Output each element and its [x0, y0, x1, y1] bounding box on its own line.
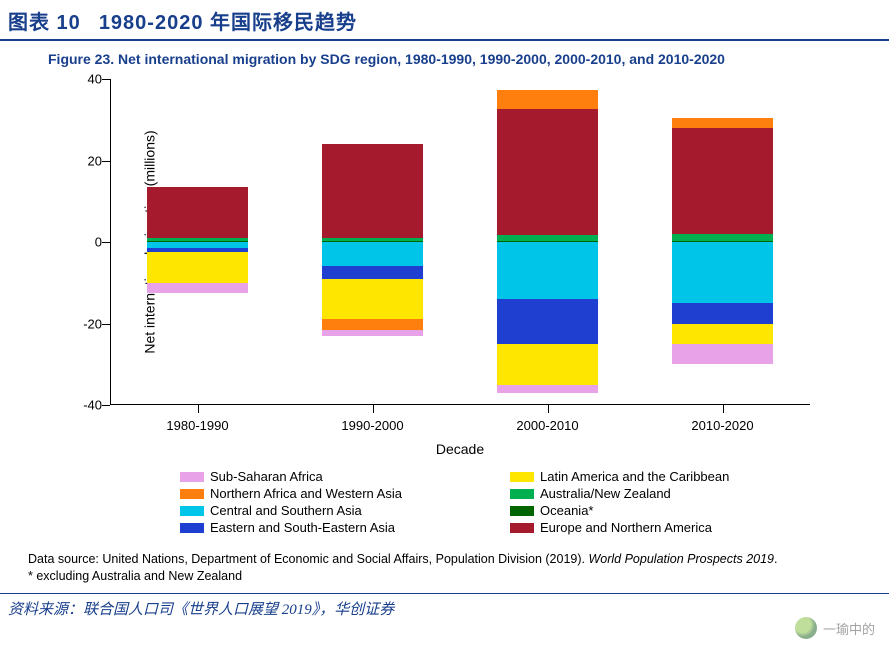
legend-label: Latin America and the Caribbean: [540, 469, 729, 484]
xtick: [373, 405, 374, 413]
legend-swatch: [180, 506, 204, 516]
ytick-label: -20: [66, 316, 102, 331]
bar-segment-latin_america_caribbean: [497, 344, 599, 385]
legend-swatch: [510, 506, 534, 516]
ytick: [102, 242, 110, 243]
bar-segment-northern_africa_western_asia: [322, 319, 424, 329]
bar-segment-australia_nz: [672, 234, 774, 241]
legend-swatch: [180, 489, 204, 499]
xtick-label: 2010-2020: [691, 418, 753, 433]
watermark-logo-icon: [795, 617, 817, 639]
ytick-label: -40: [66, 398, 102, 413]
bar-segment-europe_northern_america: [322, 144, 424, 238]
bar-segment-latin_america_caribbean: [322, 279, 424, 320]
figure-subtitle: Figure 23. Net international migration b…: [0, 41, 889, 71]
ytick: [102, 79, 110, 80]
bar-segment-central_southern_asia: [672, 242, 774, 303]
ytick-label: 0: [66, 235, 102, 250]
bar-segment-eastern_se_asia: [497, 299, 599, 344]
bar-segment-australia_nz: [147, 238, 249, 242]
bar-segment-australia_nz: [322, 238, 424, 242]
xtick: [723, 405, 724, 413]
xtick-label: 2000-2010: [516, 418, 578, 433]
legend-label: Central and Southern Asia: [210, 503, 362, 518]
plot-area: Net international migration (millions) D…: [110, 79, 810, 405]
legend-label: Oceania*: [540, 503, 593, 518]
ytick: [102, 405, 110, 406]
bar-segment-central_southern_asia: [322, 242, 424, 266]
bar-segment-europe_northern_america: [672, 128, 774, 234]
source-note: Data source: United Nations, Department …: [28, 551, 889, 585]
legend-item-northern_africa_western_asia: Northern Africa and Western Asia: [180, 486, 510, 501]
watermark: 一瑜中的: [795, 617, 875, 639]
bar-segment-sub_saharan_africa: [322, 330, 424, 336]
legend-item-sub_saharan_africa: Sub-Saharan Africa: [180, 469, 510, 484]
legend-label: Australia/New Zealand: [540, 486, 671, 501]
ytick-label: 40: [66, 72, 102, 87]
bar-segment-europe_northern_america: [497, 109, 599, 235]
legend-item-australia_nz: Australia/New Zealand: [510, 486, 840, 501]
legend-label: Europe and Northern America: [540, 520, 712, 535]
bar-segment-sub_saharan_africa: [497, 385, 599, 393]
bar-group: [147, 79, 249, 405]
ytick: [102, 324, 110, 325]
header-title: 1980-2020 年国际移民趋势: [99, 6, 357, 35]
legend-item-oceania: Oceania*: [510, 503, 840, 518]
legend-label: Northern Africa and Western Asia: [210, 486, 402, 501]
xtick: [198, 405, 199, 413]
bar-segment-eastern_se_asia: [672, 303, 774, 323]
watermark-text: 一瑜中的: [823, 619, 875, 638]
bar-segment-sub_saharan_africa: [672, 344, 774, 364]
bar-segment-central_southern_asia: [497, 242, 599, 299]
legend-swatch: [180, 472, 204, 482]
header-prefix: 图表 10: [8, 6, 81, 35]
bar-segment-europe_northern_america: [147, 187, 249, 238]
xtick-label: 1990-2000: [341, 418, 403, 433]
legend-item-latin_america_caribbean: Latin America and the Caribbean: [510, 469, 840, 484]
bar-group: [497, 79, 599, 405]
bar-segment-latin_america_caribbean: [147, 252, 249, 283]
legend-item-eastern_se_asia: Eastern and South-Eastern Asia: [180, 520, 510, 535]
legend-swatch: [510, 523, 534, 533]
bar-segment-northern_africa_western_asia: [672, 118, 774, 128]
bar-segment-northern_africa_western_asia: [497, 90, 599, 108]
bar-segment-eastern_se_asia: [322, 266, 424, 278]
bar-segment-sub_saharan_africa: [147, 283, 249, 293]
legend-swatch: [510, 472, 534, 482]
chart-header: 图表 10 1980-2020 年国际移民趋势: [0, 0, 889, 41]
legend-label: Sub-Saharan Africa: [210, 469, 323, 484]
chart-container: Net international migration (millions) D…: [0, 71, 889, 535]
legend-label: Eastern and South-Eastern Asia: [210, 520, 395, 535]
ytick-label: 20: [66, 153, 102, 168]
xtick-label: 1980-1990: [166, 418, 228, 433]
footer-citation: 资料来源：联合国人口司《世界人口展望 2019》，华创证券: [0, 593, 889, 619]
legend: Sub-Saharan Africa Latin America and the …: [180, 469, 873, 535]
bar-segment-latin_america_caribbean: [672, 324, 774, 344]
source-line-2: * excluding Australia and New Zealand: [28, 569, 242, 583]
legend-item-central_southern_asia: Central and Southern Asia: [180, 503, 510, 518]
legend-swatch: [180, 523, 204, 533]
xaxis-title: Decade: [436, 441, 484, 457]
ytick: [102, 161, 110, 162]
bar-segment-australia_nz: [497, 235, 599, 241]
bar-group: [322, 79, 424, 405]
source-line-1: Data source: United Nations, Department …: [28, 552, 778, 566]
bar-group: [672, 79, 774, 405]
legend-swatch: [510, 489, 534, 499]
legend-item-europe_northern_america: Europe and Northern America: [510, 520, 840, 535]
xtick: [548, 405, 549, 413]
